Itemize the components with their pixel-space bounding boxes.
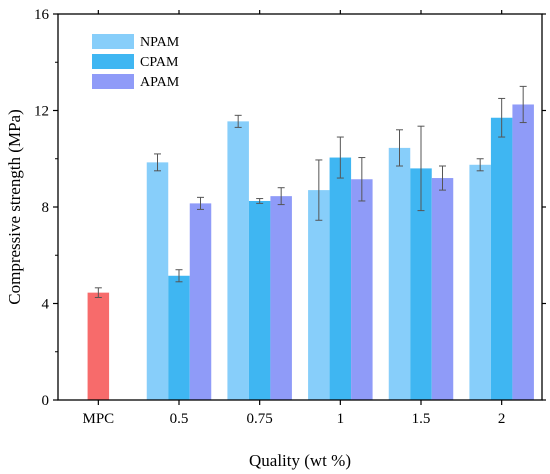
x-tick-label: 2 <box>498 411 506 427</box>
x-axis-title: Quality (wt %) <box>249 451 351 470</box>
bar-apam-1 <box>351 179 373 400</box>
error-bar-cpam-1_5 <box>417 125 425 212</box>
error-bar-mpc-MPC <box>94 287 102 298</box>
bars-group <box>87 104 534 401</box>
y-tick-label: 4 <box>42 297 50 313</box>
bar-npam-1_5 <box>388 147 411 400</box>
bar-apam-0_75 <box>270 196 292 400</box>
x-tick-label: 1 <box>337 411 345 427</box>
axes-group: 0 4 8 12 16 MPC 0.5 0.75 1 1.5 2 <box>34 7 546 427</box>
error-bar-npam-1 <box>315 159 323 221</box>
error-bar-cpam-0_5 <box>175 269 183 283</box>
y-axis-title: Compressive strength (MPa) <box>5 109 24 304</box>
error-bar-cpam-0_75 <box>256 198 264 204</box>
legend: NPAM CPAM APAM <box>92 34 180 90</box>
y-tick-label: 0 <box>42 393 50 409</box>
x-tick-label: 1.5 <box>412 411 431 427</box>
bar-cpam-1 <box>329 157 352 400</box>
legend-item-cpam: CPAM <box>92 54 179 70</box>
bar-cpam-0_5 <box>168 275 190 400</box>
error-bar-apam-0_75 <box>277 187 285 206</box>
x-tick-label: 0.5 <box>170 411 189 427</box>
error-bar-apam-2 <box>519 85 527 124</box>
error-bar-apam-1 <box>358 157 366 202</box>
error-bar-npam-1_5 <box>396 129 403 167</box>
error-bar-apam-1_5 <box>439 165 446 191</box>
bar-cpam-1_5 <box>410 168 432 400</box>
legend-swatch <box>92 34 134 49</box>
bar-apam-2 <box>512 104 534 400</box>
error-bar-npam-2 <box>476 158 484 172</box>
error-bar-cpam-1 <box>336 136 344 179</box>
legend-item-apam: APAM <box>92 74 180 90</box>
bar-npam-0_75 <box>227 121 249 400</box>
error-bar-apam-0_5 <box>197 196 204 210</box>
bar-npam-1 <box>308 190 330 400</box>
error-bar-npam-0_75 <box>234 114 242 128</box>
y-tick-label: 16 <box>34 7 50 23</box>
error-bars-group <box>94 85 527 298</box>
legend-label: CPAM <box>140 55 179 70</box>
legend-swatch <box>92 74 134 89</box>
bar-apam-1_5 <box>431 178 454 400</box>
legend-swatch <box>92 54 134 69</box>
y-tick-label: 8 <box>42 200 50 216</box>
error-bar-npam-0_5 <box>154 153 161 172</box>
legend-label: APAM <box>140 75 180 90</box>
legend-label: NPAM <box>140 35 180 50</box>
bar-cpam-0_75 <box>248 200 271 400</box>
error-bar-cpam-2 <box>498 97 506 138</box>
x-tick-label: MPC <box>82 411 114 427</box>
bar-npam-0_5 <box>146 162 169 400</box>
y-tick-label: 12 <box>34 104 49 120</box>
bar-mpc-MPC <box>87 292 110 400</box>
bar-npam-2 <box>469 164 491 400</box>
bar-cpam-2 <box>490 117 513 401</box>
legend-item-npam: NPAM <box>92 34 180 50</box>
x-tick-label: 0.75 <box>247 411 273 427</box>
bar-apam-0_5 <box>189 203 212 400</box>
